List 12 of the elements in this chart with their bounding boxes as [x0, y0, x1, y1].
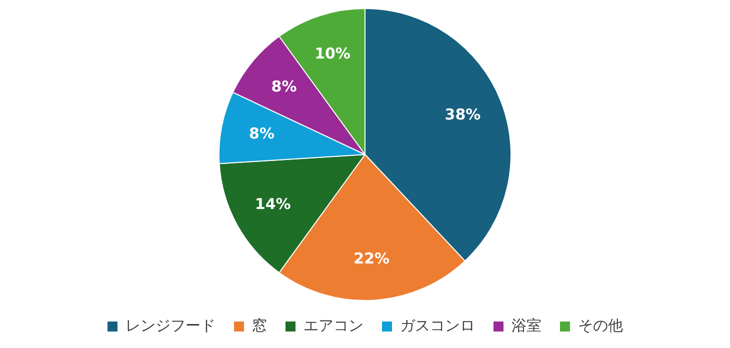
legend-label: エアコン — [304, 316, 364, 334]
legend-label: 窓 — [252, 316, 267, 334]
data-label: 10% — [314, 44, 350, 62]
data-label: 8% — [249, 124, 274, 143]
data-label: 22% — [354, 249, 390, 268]
data-label: 8% — [271, 77, 297, 96]
data-label: 14% — [254, 195, 291, 214]
data-label: 38% — [444, 106, 481, 124]
legend-label: その他 — [578, 316, 623, 334]
legend-label: ガスコンロ — [400, 316, 475, 334]
legend-label: 浴室 — [512, 316, 542, 334]
legend-label: レンジフード — [126, 316, 216, 334]
